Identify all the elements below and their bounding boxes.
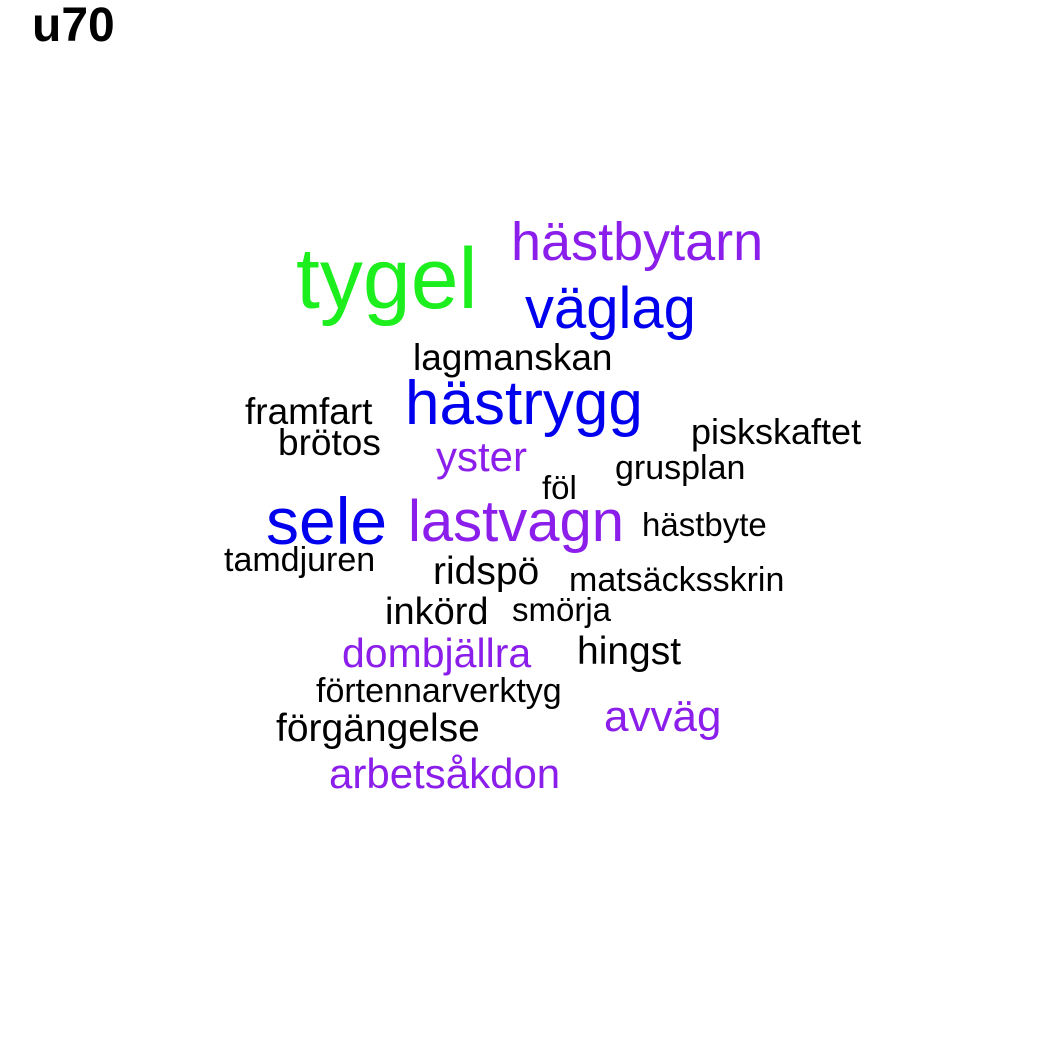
word-smorja: smörja bbox=[512, 591, 612, 628]
word-matsacksskrin: matsäcksskrin bbox=[569, 561, 785, 599]
word-lastvagn: lastvagn bbox=[408, 489, 625, 554]
word-sele: sele bbox=[266, 484, 388, 558]
word-arbetsakdon: arbetsåkdon bbox=[329, 750, 561, 797]
word-brotos: brötos bbox=[278, 422, 381, 463]
word-ridspo: ridspö bbox=[433, 550, 540, 593]
word-hastrygg: hästrygg bbox=[405, 369, 643, 438]
page-title: u70 bbox=[32, 0, 115, 52]
word-tamdjuren: tamdjuren bbox=[224, 541, 376, 579]
word-tygel: tygel bbox=[296, 231, 478, 327]
word-piskskaftet: piskskaftet bbox=[691, 411, 862, 452]
word-framfart: framfart bbox=[245, 391, 373, 432]
word-lagmanskan: lagmanskan bbox=[413, 337, 613, 378]
word-hingst: hingst bbox=[577, 630, 682, 673]
word-hastbyte: hästbyte bbox=[642, 506, 767, 543]
word-inkord: inkörd bbox=[385, 591, 489, 633]
word-hastbytarn: hästbytarn bbox=[511, 212, 764, 272]
word-dombjallra: dombjällra bbox=[342, 630, 532, 676]
word-yster: yster bbox=[436, 433, 528, 480]
word-avvag: avväg bbox=[604, 692, 722, 741]
word-vaglag: väglag bbox=[525, 276, 696, 341]
word-fortennarverktyg: förtennarverktyg bbox=[316, 672, 562, 710]
word-forgangelse: förgängelse bbox=[276, 707, 480, 750]
word-fol: föl bbox=[542, 469, 577, 506]
word-grusplan: grusplan bbox=[615, 449, 746, 487]
